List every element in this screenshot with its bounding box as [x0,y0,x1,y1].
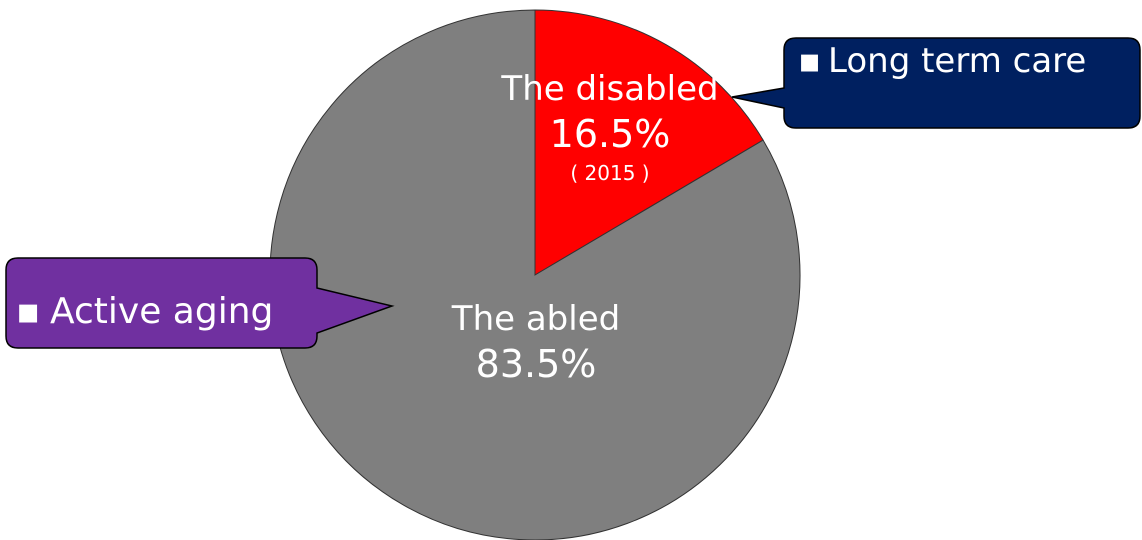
callout-long-term-care: ▪ Long term care [731,37,1141,129]
callout-active-aging-bullet: ▪ [16,291,40,332]
slice-value-disabled: 16.5% [550,112,671,156]
pie-slice-the-disabled [534,9,764,276]
callout-active-aging-box [5,257,395,349]
callout-active-aging: ▪ Active aging [5,257,395,349]
pie-slices [269,9,801,540]
slice-value-abled: 83.5% [476,342,597,386]
callout-long-term-care-text: Long term care [828,41,1086,81]
slice-name-abled: The abled [451,299,620,339]
slice-name-disabled: The disabled [500,69,718,109]
slice-label-disabled: The disabled 16.5% ( 2015 ) [500,69,718,185]
slice-note-disabled: ( 2015 ) [570,161,649,185]
slice-label-abled: The abled 83.5% [451,299,620,386]
callout-active-aging-text: Active aging [50,291,273,332]
pie-slice-the-abled [269,9,801,540]
callout-long-term-care-bullet: ▪ [798,41,821,81]
callout-long-term-care-box [731,37,1141,129]
